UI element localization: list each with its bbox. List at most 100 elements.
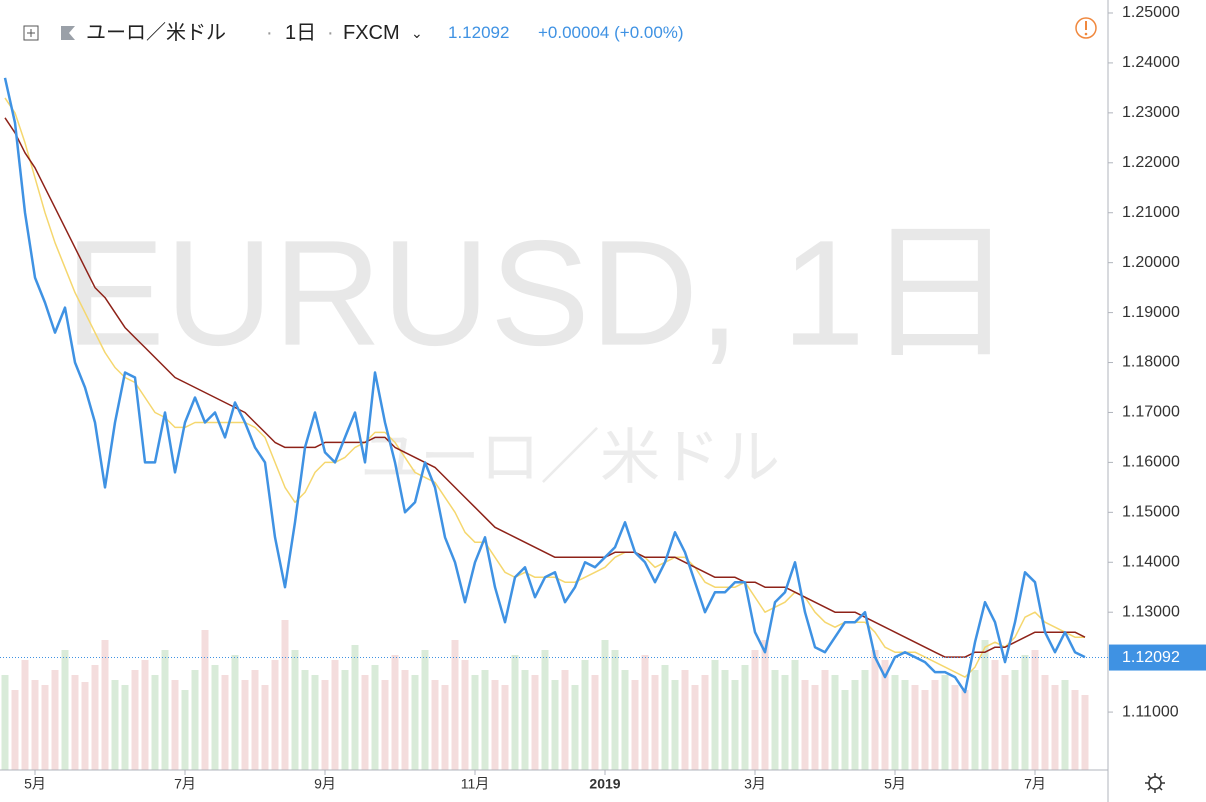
volume-bar: [801, 680, 809, 770]
x-tick-label: 11月: [461, 776, 490, 792]
y-tick-label: 1.22000: [1122, 154, 1180, 171]
volume-bar: [1, 675, 9, 770]
volume-bar: [601, 640, 609, 770]
y-tick-label: 1.18000: [1122, 354, 1180, 371]
last-price: 1.12092: [448, 23, 510, 42]
volume-bar: [121, 685, 129, 770]
volume-bar: [81, 682, 89, 770]
volume-bar: [921, 690, 929, 770]
last-price-label: 1.12092: [1122, 649, 1180, 666]
y-tick-label: 1.17000: [1122, 404, 1180, 421]
volume-bar: [71, 675, 79, 770]
x-tick-label: 3月: [744, 776, 766, 792]
volume-bar: [821, 670, 829, 770]
volume-bar: [751, 650, 759, 770]
gear-teeth: [1145, 773, 1165, 793]
volume-bar: [351, 645, 359, 770]
volume-bar: [541, 650, 549, 770]
volume-bar: [701, 675, 709, 770]
volume-bar: [1081, 695, 1089, 770]
volume-bar: [161, 650, 169, 770]
y-tick-label: 1.25000: [1122, 4, 1180, 21]
source[interactable]: FXCM: [343, 22, 400, 44]
volume-bar: [991, 660, 999, 770]
settings-icon[interactable]: [1145, 773, 1165, 793]
volume-bar: [681, 670, 689, 770]
y-tick-label: 1.23000: [1122, 104, 1180, 121]
volume-bar: [401, 670, 409, 770]
volume-bar: [1071, 690, 1079, 770]
x-tick-label: 5月: [24, 776, 46, 792]
alert-icon[interactable]: [1075, 17, 1097, 39]
volume-bar: [551, 680, 559, 770]
volume-bar: [311, 675, 319, 770]
volume-bar: [831, 675, 839, 770]
volume-bar: [141, 660, 149, 770]
volume-bar: [1021, 655, 1029, 770]
watermark: EURUSD, 1日 ユーロ／米ドル: [65, 209, 1015, 491]
x-tick-label: 7月: [174, 776, 196, 792]
volume-bar: [511, 655, 519, 770]
volume-bar: [581, 660, 589, 770]
volume-bar: [331, 660, 339, 770]
volume-bar: [111, 680, 119, 770]
volume-bar: [371, 665, 379, 770]
volume-bar: [1061, 680, 1069, 770]
volume-bar: [891, 675, 899, 770]
volume-bar: [781, 675, 789, 770]
y-tick-label: 1.15000: [1122, 504, 1180, 521]
volume-bar: [761, 640, 769, 770]
volume-bar: [191, 670, 199, 770]
volume-bar: [31, 680, 39, 770]
volume-layer: [1, 620, 1089, 770]
volume-bar: [61, 650, 69, 770]
volume-bar: [961, 690, 969, 770]
volume-bar: [461, 660, 469, 770]
x-tick-label: 7月: [1024, 776, 1046, 792]
price-line: [4, 97, 1085, 678]
line-layer: [3, 77, 1086, 694]
volume-bar: [241, 680, 249, 770]
volume-bar: [431, 680, 439, 770]
volume-bar: [181, 690, 189, 770]
volume-bar: [911, 685, 919, 770]
add-icon[interactable]: [23, 25, 39, 41]
volume-bar: [1001, 675, 1009, 770]
volume-bar: [791, 660, 799, 770]
interval[interactable]: 1日: [285, 22, 317, 44]
volume-bar: [871, 650, 879, 770]
y-tick-label: 1.13000: [1122, 603, 1180, 620]
volume-bar: [171, 680, 179, 770]
volume-bar: [91, 665, 99, 770]
volume-bar: [421, 650, 429, 770]
symbol-name[interactable]: ユーロ／米ドル: [86, 22, 226, 44]
volume-bar: [391, 655, 399, 770]
volume-bar: [151, 675, 159, 770]
volume-bar: [731, 680, 739, 770]
volume-bar: [1051, 685, 1059, 770]
volume-bar: [951, 685, 959, 770]
volume-bar: [841, 690, 849, 770]
volume-bar: [521, 670, 529, 770]
axis-layer: 1.25000 1.24000 1.23000 1.22000 1.21000 1.200…: [0, 4, 1206, 792]
volume-bar: [321, 680, 329, 770]
volume-bar: [411, 675, 419, 770]
volume-bar: [471, 675, 479, 770]
volume-bar: [721, 670, 729, 770]
volume-bar: [131, 670, 139, 770]
volume-bar: [621, 670, 629, 770]
volume-bar: [611, 650, 619, 770]
volume-bar: [931, 680, 939, 770]
volume-bar: [271, 660, 279, 770]
source-dropdown[interactable]: ⌄: [411, 25, 423, 41]
volume-bar: [451, 640, 459, 770]
volume-bar: [211, 665, 219, 770]
volume-bar: [51, 670, 59, 770]
volume-bar: [441, 685, 449, 770]
add-icon-plus: [27, 29, 35, 37]
price-line: [4, 117, 1086, 658]
volume-bar: [741, 665, 749, 770]
alert-icon-dot: [1084, 32, 1088, 36]
volume-bar: [881, 660, 889, 770]
